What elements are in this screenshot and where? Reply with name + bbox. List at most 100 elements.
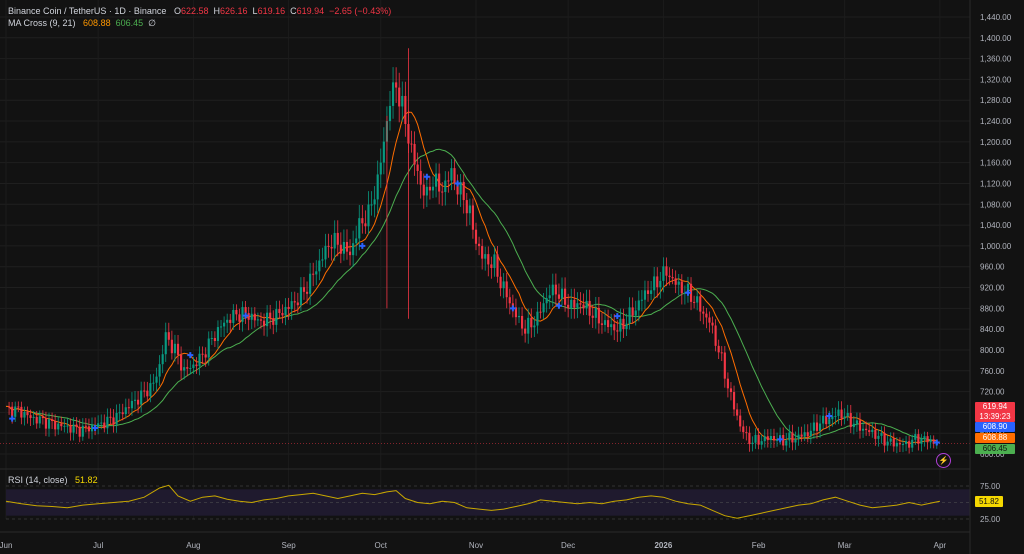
candle-body: [815, 422, 819, 431]
lightning-bolt-icon[interactable]: ⚡: [936, 453, 951, 468]
hidden-icon[interactable]: ∅: [148, 18, 156, 28]
candle-body: [674, 278, 677, 285]
candle-body: [594, 307, 597, 318]
ma-cross-marker: [826, 413, 833, 420]
candle-body: [908, 441, 911, 448]
candle-body: [32, 416, 35, 418]
candle-body: [517, 315, 521, 318]
candle-body: [327, 245, 330, 247]
candle-body: [868, 430, 871, 433]
candle-body: [358, 218, 361, 239]
candle-body: [717, 345, 720, 353]
candle-body: [26, 411, 29, 416]
candle-body: [189, 368, 192, 370]
candle-body: [745, 432, 748, 434]
price-tick-label: 760.00: [980, 367, 1005, 376]
candle-body: [348, 251, 352, 256]
candle-body: [487, 254, 490, 265]
rsi-label: RSI (14, close): [8, 475, 68, 485]
candle-body: [465, 200, 468, 214]
price-axis[interactable]: 1,440.00 1,400.00 1,360.00 1,320.00 1,280.00…: [980, 13, 1012, 459]
candle-body: [250, 313, 253, 320]
candle-body: [622, 318, 625, 330]
time-tick-label: Mar: [838, 541, 852, 550]
candle-body: [51, 419, 54, 422]
candle-body: [115, 412, 118, 425]
rsi-tick-label: 25.00: [980, 515, 1001, 524]
candle-body: [726, 378, 729, 389]
candle-body: [69, 425, 72, 433]
candle-body: [646, 290, 650, 294]
candle-body: [693, 301, 696, 303]
candle-body: [14, 406, 17, 417]
time-tick-label: Aug: [186, 541, 200, 550]
candle-body: [284, 306, 287, 316]
candle-body: [739, 415, 742, 427]
candle-body: [226, 319, 229, 323]
candle-body: [560, 288, 564, 299]
candle-body: [20, 406, 23, 418]
candle-body: [431, 186, 435, 191]
candle-body: [530, 317, 533, 328]
candle-body: [932, 439, 935, 444]
candle-body: [840, 409, 843, 419]
candle-body: [508, 297, 511, 304]
candle-body: [699, 296, 702, 312]
candle-body: [352, 243, 355, 256]
candle-body: [732, 392, 736, 410]
candle-body: [858, 420, 862, 431]
candle-body: [373, 199, 376, 205]
candle-body: [708, 317, 711, 323]
candle-body: [484, 254, 487, 259]
price-tick-label: 1,360.00: [980, 55, 1012, 64]
ma-slow-tag: 606.45: [975, 444, 1015, 454]
ma-cross-marker: [614, 313, 621, 320]
candle-body: [579, 303, 582, 305]
candle-body: [143, 390, 146, 392]
open-label: O: [173, 6, 181, 16]
candle-body: [170, 339, 173, 354]
candle-body: [315, 271, 318, 275]
candle-body: [846, 413, 849, 417]
candle-body: [591, 315, 594, 318]
candle-body: [87, 426, 91, 432]
ma-fast-tag: 608.88: [975, 433, 1015, 443]
ma-cross-marker: [423, 173, 430, 180]
candle-body: [90, 425, 94, 432]
candle-body: [585, 300, 588, 309]
candle-body: [831, 416, 834, 420]
ma-cross-legend[interactable]: MA Cross (9, 21) 608.88 606.45 ∅: [8, 18, 156, 29]
candle-body: [275, 309, 278, 325]
candle-body: [603, 320, 607, 325]
candle-body: [533, 325, 536, 328]
candle-body: [391, 82, 395, 106]
price-tick-label: 1,000.00: [980, 242, 1012, 251]
candle-body: [895, 442, 898, 447]
time-tick-label: Dec: [561, 541, 575, 550]
candle-body: [545, 298, 548, 304]
candle-body: [514, 307, 518, 318]
rsi-line: [5, 484, 941, 519]
candle-body: [763, 436, 766, 442]
candle-body: [576, 303, 579, 308]
candle-body: [570, 299, 573, 309]
candle-body: [339, 244, 342, 254]
candle-body: [345, 241, 349, 252]
price-tick-label: 600.00: [980, 450, 1005, 459]
candle-body: [689, 283, 693, 302]
candle-body: [180, 354, 183, 371]
ma-cross-marker: [187, 352, 194, 359]
candle-body: [192, 364, 195, 369]
price-tick-label: 1,120.00: [980, 179, 1012, 188]
candle-body: [527, 317, 530, 334]
price-tick-label: 1,080.00: [980, 200, 1012, 209]
candle-body: [121, 412, 124, 415]
candle-body: [782, 434, 785, 446]
rsi-legend[interactable]: RSI (14, close) 51.82: [8, 475, 98, 485]
symbol-legend[interactable]: Binance Coin / TetherUS · 1D · Binance O…: [8, 6, 391, 16]
candle-body: [834, 415, 837, 417]
candle-body: [843, 416, 846, 419]
time-axis[interactable]: Jun Jul Aug Sep Oct Nov Dec 2026 Feb Mar Apr: [0, 0, 971, 554]
